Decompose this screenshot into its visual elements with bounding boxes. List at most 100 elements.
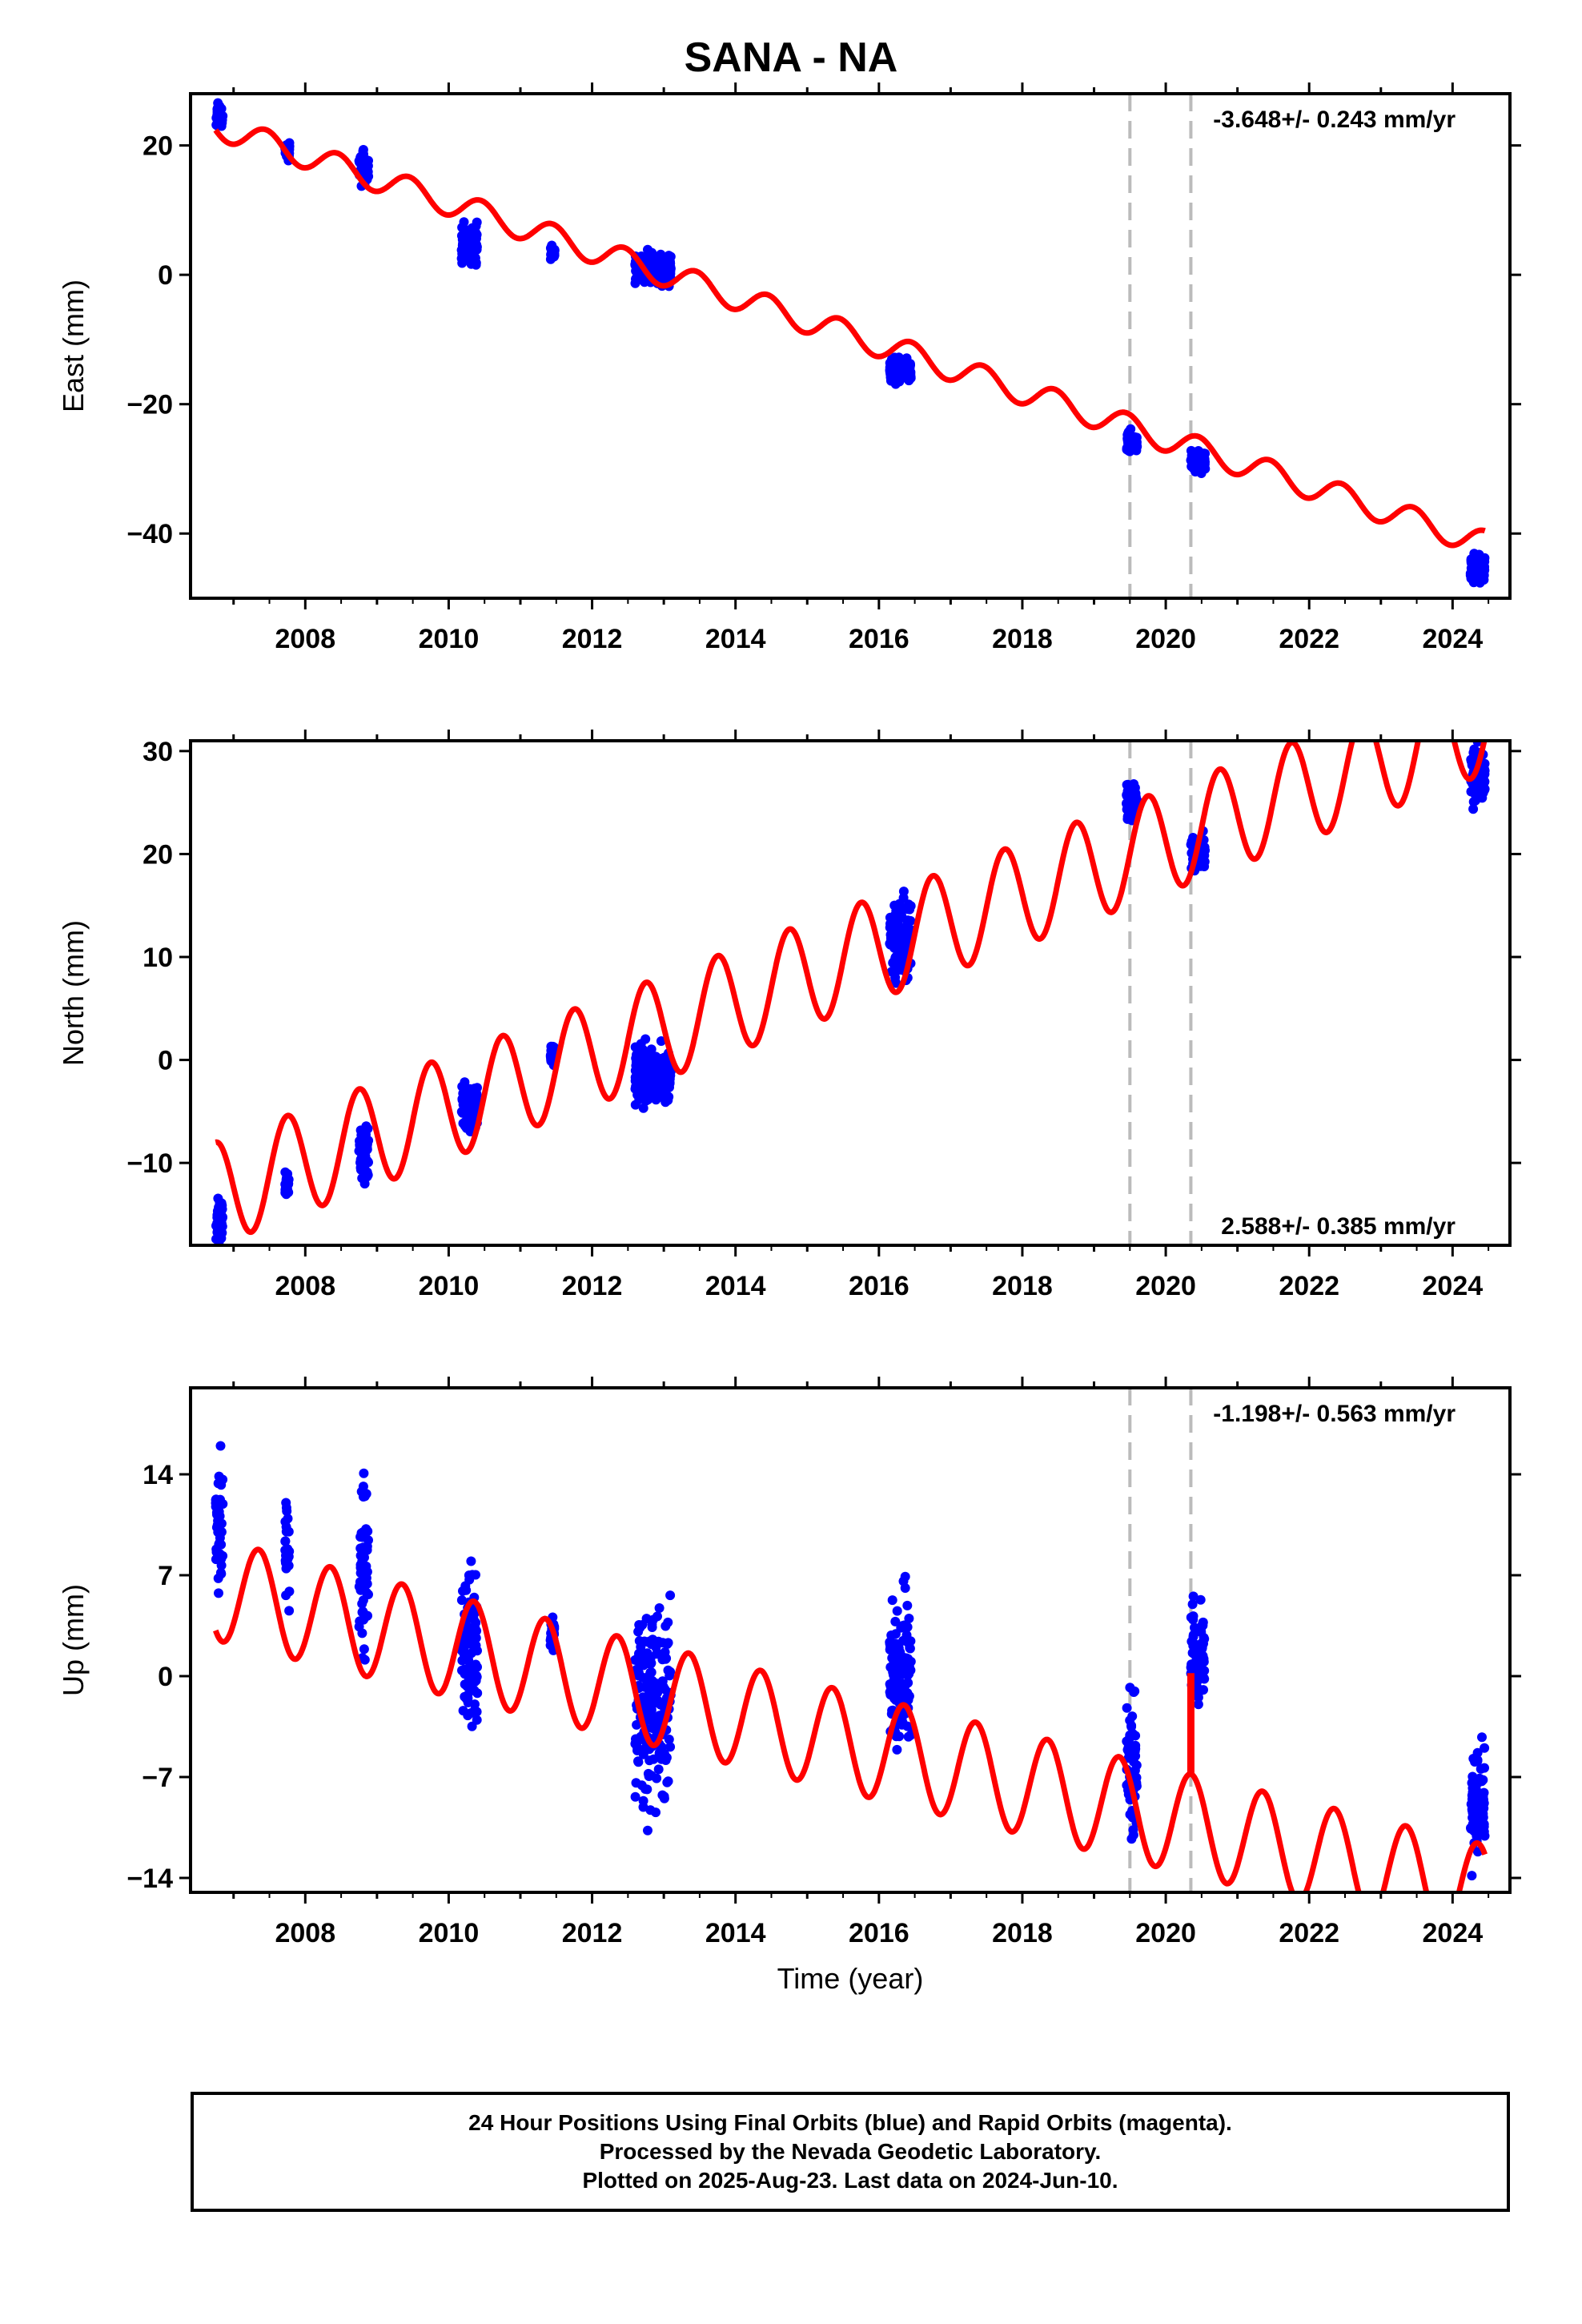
data-point — [1472, 565, 1481, 576]
data-point — [1200, 456, 1210, 467]
x-tick-label: 2008 — [275, 1271, 335, 1301]
data-point — [902, 1600, 913, 1610]
data-point — [899, 1620, 909, 1630]
data-point — [1469, 1826, 1480, 1836]
data-point — [901, 1630, 912, 1640]
data-point — [464, 1574, 475, 1585]
data-point — [1475, 1773, 1484, 1783]
y-tick-label: −20 — [126, 390, 173, 420]
plot-frame — [189, 1386, 1512, 1894]
data-point — [359, 1562, 370, 1572]
x-tick-label: 2018 — [992, 1271, 1053, 1301]
data-point — [887, 1595, 897, 1606]
data-point — [283, 1526, 294, 1537]
data-point — [648, 1754, 659, 1764]
data-point — [897, 1679, 907, 1690]
data-point — [905, 1730, 916, 1740]
data-point — [647, 247, 657, 258]
data-point — [213, 103, 223, 113]
data-point — [1186, 445, 1196, 456]
data-point — [1129, 1757, 1139, 1767]
data-point — [885, 1687, 895, 1697]
data-point — [900, 1583, 910, 1593]
data-point — [649, 1074, 660, 1084]
model-curve — [213, 1546, 1488, 1892]
x-tick-label: 2016 — [849, 624, 909, 654]
data-point — [652, 1695, 663, 1706]
data-point — [1123, 796, 1134, 806]
y-tick-label: −14 — [126, 1864, 173, 1894]
data-point — [636, 1072, 647, 1081]
data-point — [905, 1656, 916, 1667]
data-point — [468, 1614, 479, 1624]
data-point — [665, 1590, 676, 1601]
footer-line-3: Plotted on 2025-Aug-23. Last data on 202… — [582, 2168, 1118, 2193]
data-point — [1124, 807, 1134, 818]
data-point — [658, 1683, 669, 1693]
data-point — [662, 1777, 673, 1787]
data-point — [462, 1653, 472, 1663]
data-point — [641, 1060, 652, 1071]
data-point — [467, 1110, 477, 1120]
data-point — [355, 1550, 366, 1561]
data-point — [1477, 1732, 1487, 1743]
data-point — [215, 1549, 225, 1559]
x-tick-label: 2008 — [275, 1918, 335, 1948]
data-point — [1470, 1817, 1480, 1827]
data-point — [661, 1653, 672, 1663]
data-point — [653, 256, 664, 267]
x-tick-label: 2010 — [419, 1271, 480, 1301]
observation-points — [211, 1441, 1490, 1881]
data-point — [902, 1721, 913, 1731]
data-point — [1123, 437, 1133, 448]
data-point — [469, 247, 480, 257]
data-point — [283, 1179, 294, 1188]
data-point — [1196, 860, 1207, 870]
data-point — [1469, 744, 1480, 754]
data-point — [1479, 1821, 1489, 1831]
data-point — [651, 1051, 661, 1062]
data-point — [641, 1080, 652, 1090]
x-tick-label: 2024 — [1423, 1918, 1484, 1948]
data-point — [665, 1742, 676, 1752]
data-point — [362, 1545, 372, 1555]
y-tick-label: −10 — [126, 1148, 173, 1179]
y-axis-label: North (mm) — [57, 920, 90, 1066]
footer-line-2: Processed by the Nevada Geodetic Laborat… — [599, 2139, 1102, 2164]
data-point — [281, 1563, 291, 1574]
data-point — [1470, 1757, 1480, 1767]
data-point — [638, 1103, 648, 1113]
data-point — [643, 1052, 653, 1063]
data-point — [665, 251, 676, 262]
data-point — [460, 1691, 470, 1702]
data-point — [469, 1686, 480, 1695]
model-curve — [213, 126, 1486, 549]
data-point — [1480, 1831, 1490, 1841]
data-point — [216, 1560, 227, 1570]
footer-box: 24 Hour Positions Using Final Orbits (bl… — [191, 2092, 1510, 2212]
data-point — [214, 1202, 224, 1212]
data-point — [636, 1642, 646, 1652]
velocity-label: -1.198+/- 0.563 mm/yr — [1213, 1401, 1456, 1427]
data-point — [212, 1522, 223, 1533]
footer-line-1: 24 Hour Positions Using Final Orbits (bl… — [468, 2110, 1232, 2135]
y-tick-label: 30 — [143, 737, 173, 767]
data-point — [1188, 1591, 1199, 1602]
y-tick-label: 20 — [143, 839, 173, 870]
data-point — [1125, 1715, 1135, 1726]
data-point — [646, 1705, 656, 1715]
data-point — [359, 1655, 370, 1665]
data-point — [1470, 795, 1480, 806]
x-tick-label: 2018 — [992, 1918, 1053, 1948]
data-point — [1480, 1743, 1490, 1753]
data-point — [1193, 1699, 1203, 1710]
data-point — [892, 931, 901, 941]
data-point — [632, 1745, 642, 1755]
data-point — [661, 1621, 671, 1631]
data-point — [280, 1555, 291, 1566]
data-point — [462, 1682, 472, 1691]
data-point — [646, 1639, 656, 1650]
data-point — [458, 1118, 468, 1128]
panel-north: 2008 2010 2012 2014 2016 2018 2020 2022 20243020… — [57, 730, 1521, 1301]
x-tick-label: 2024 — [1423, 624, 1484, 654]
